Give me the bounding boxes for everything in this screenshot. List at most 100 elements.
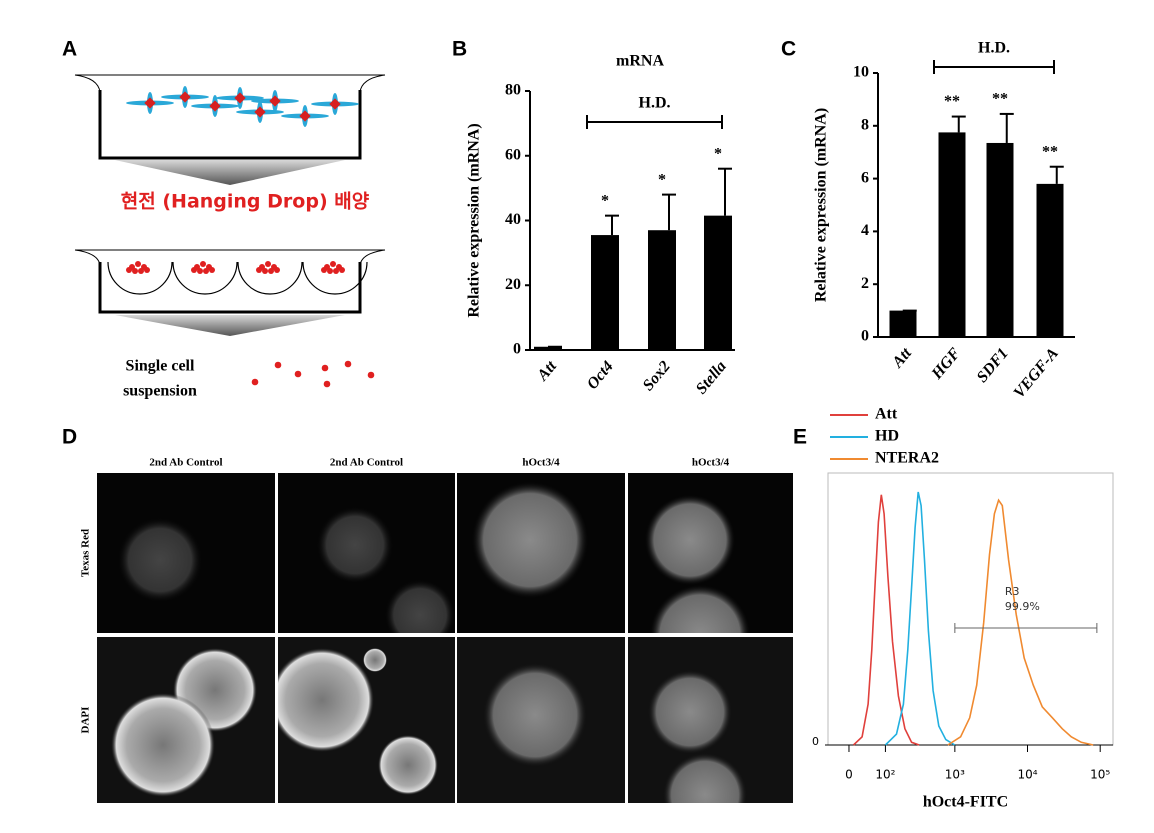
- gate: [954, 623, 1098, 633]
- cell: [321, 364, 329, 372]
- culture-diagram: [74, 74, 386, 336]
- tray-rim: [74, 74, 386, 93]
- result-label: Single cell: [126, 358, 195, 375]
- y-tick-label: 40: [505, 211, 521, 228]
- micrograph: [628, 637, 793, 803]
- cell: [126, 267, 132, 273]
- cell-colony: [111, 693, 215, 797]
- legend-label: NTERA2: [875, 450, 939, 467]
- y-tick-label: 6: [861, 169, 869, 186]
- arrow: [115, 160, 345, 185]
- x-tick-label: SDF1: [974, 345, 1012, 386]
- gate-name: R3: [1005, 585, 1020, 598]
- cell: [323, 380, 331, 388]
- cell: [294, 370, 302, 378]
- histogram-line: [884, 491, 956, 746]
- y-tick-label: 20: [505, 276, 521, 293]
- x-tick-label: 0: [845, 768, 853, 782]
- x-tick-label: Att: [534, 358, 561, 385]
- y-tick-label: 2: [861, 275, 869, 292]
- cell-colony: [118, 518, 202, 602]
- cell: [251, 378, 259, 386]
- y-tick-label: 0: [812, 735, 819, 748]
- bar: [938, 132, 966, 337]
- x-tick-label: VEGF-A: [1011, 345, 1063, 402]
- cell-colony: [645, 495, 735, 585]
- significance: *: [658, 171, 666, 188]
- cell: [367, 371, 375, 379]
- nucleus: [209, 100, 221, 112]
- x-tick-label: 10³: [945, 768, 965, 782]
- x-tick-label: HGF: [928, 345, 964, 384]
- x-tick-label: 10⁵: [1090, 768, 1110, 782]
- micrograph: [457, 473, 625, 633]
- cell: [327, 268, 333, 274]
- micrograph: [628, 473, 793, 633]
- bracket-label: H.D.: [639, 95, 671, 112]
- y-tick-label: 60: [505, 146, 521, 163]
- x-tick-label: Oct4: [584, 358, 617, 393]
- cell-colony: [483, 663, 587, 767]
- cell-colony: [378, 735, 438, 795]
- nucleus: [254, 106, 266, 118]
- cell-colony: [650, 585, 750, 633]
- plot-frame: [827, 472, 1114, 746]
- x-tick-label: 10⁴: [1017, 768, 1037, 782]
- cell: [191, 267, 197, 273]
- chart-title: mRNA: [616, 53, 664, 70]
- x-tick-label: Att: [889, 345, 916, 372]
- micrograph: [278, 637, 455, 803]
- cell-colony: [663, 753, 747, 803]
- cell: [330, 261, 336, 267]
- tray: [98, 90, 362, 160]
- y-tick-label: 10: [853, 64, 869, 81]
- y-tick-label: 0: [513, 341, 521, 358]
- cell: [138, 268, 144, 274]
- cell: [262, 268, 268, 274]
- cell-colony: [278, 648, 374, 752]
- panel-label: C: [781, 38, 796, 61]
- row-label: DAPI: [80, 707, 92, 734]
- micrograph: [97, 473, 275, 633]
- bracket: [586, 115, 723, 129]
- cell-colony: [317, 507, 393, 583]
- column-label: hOct3/4: [692, 457, 730, 469]
- nucleus: [329, 98, 341, 110]
- micrograph: [97, 637, 275, 803]
- bracket: [933, 60, 1055, 74]
- bar: [889, 310, 917, 337]
- legend-label: HD: [875, 428, 899, 445]
- bar: [704, 215, 732, 350]
- bar: [986, 142, 1014, 337]
- cell: [321, 267, 327, 273]
- cell-colony: [648, 670, 732, 754]
- panel-label: A: [62, 38, 77, 61]
- gate-percent: 99.9%: [1005, 600, 1040, 613]
- bar: [591, 235, 619, 350]
- significance: *: [714, 145, 722, 162]
- cell: [197, 268, 203, 274]
- cell-colony: [363, 648, 387, 672]
- result-label: suspension: [123, 383, 197, 400]
- y-axis-label: Relative expression (mRNA): [813, 108, 830, 302]
- nucleus: [299, 110, 311, 122]
- column-label: 2nd Ab Control: [149, 457, 222, 469]
- cell: [265, 261, 271, 267]
- nucleus: [234, 92, 246, 104]
- micrograph: [457, 637, 625, 803]
- cell: [274, 267, 280, 273]
- bar: [648, 230, 676, 350]
- column-label: 2nd Ab Control: [330, 457, 403, 469]
- tray-rim: [74, 249, 386, 266]
- cell: [203, 268, 209, 274]
- panel-label: E: [793, 426, 807, 449]
- significance: **: [992, 91, 1008, 108]
- y-tick-label: 8: [861, 116, 869, 133]
- cell: [132, 268, 138, 274]
- panel-label: B: [452, 38, 467, 61]
- x-tick-label: Stella: [693, 358, 730, 398]
- cell-colony: [385, 580, 455, 633]
- tray: [98, 262, 362, 314]
- cell: [200, 261, 206, 267]
